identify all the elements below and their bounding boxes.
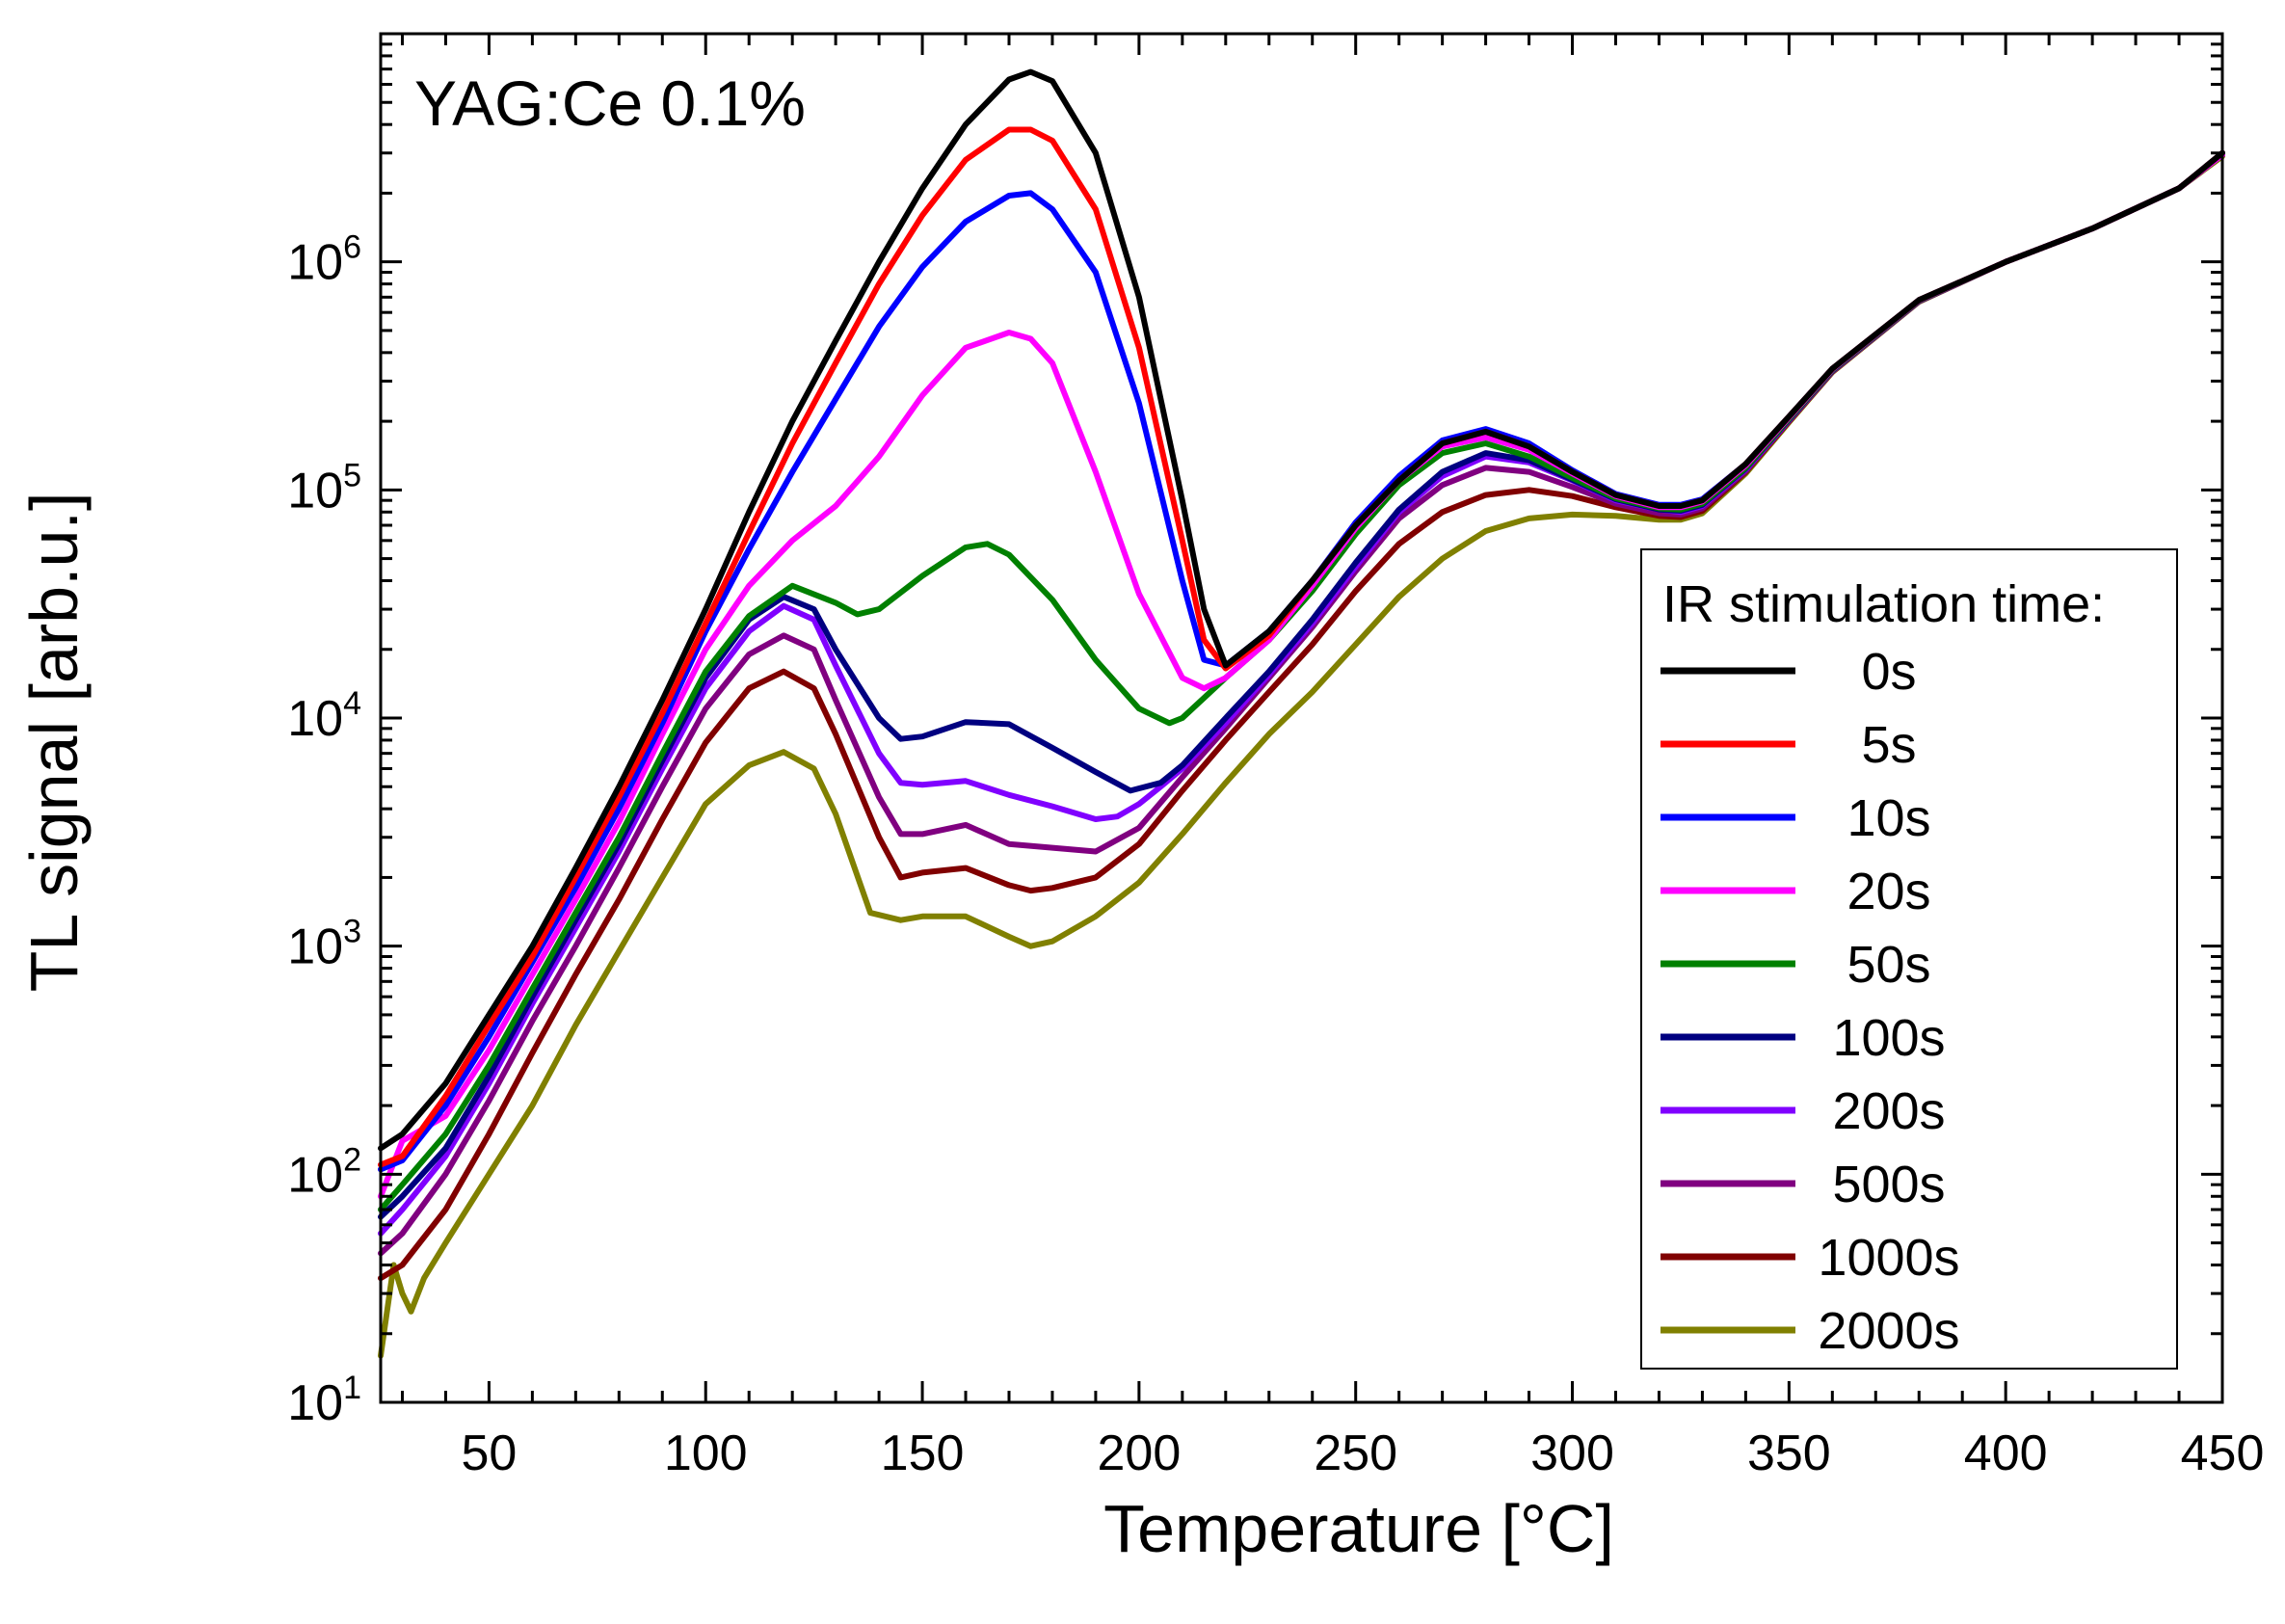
series-line-0s bbox=[378, 68, 2225, 1152]
legend-label-20s: 20s bbox=[1847, 863, 1930, 920]
axes-group: 50 100 150 200 250 300 350 400 450 101 102 103 104 10… bbox=[287, 32, 2265, 1481]
legend: IR stimulation time: 0s 5s 10s 20s 50s 100s 20… bbox=[1640, 548, 2178, 1370]
x-tick-label: 300 bbox=[1530, 1425, 1614, 1481]
y-tick-label: 105 bbox=[287, 457, 361, 519]
legend-label-0s: 0s bbox=[1861, 643, 1916, 701]
legend-label-5s: 5s bbox=[1861, 716, 1916, 774]
y-axis-label: TL signal [arb.u.] bbox=[16, 493, 92, 993]
series-group bbox=[378, 68, 2225, 1359]
x-tick-label: 400 bbox=[1964, 1425, 2048, 1481]
x-tick-label: 100 bbox=[664, 1425, 748, 1481]
legend-label-2000s: 2000s bbox=[1818, 1302, 1959, 1360]
x-tick-label: 350 bbox=[1747, 1425, 1831, 1481]
y-tick-label: 102 bbox=[287, 1141, 361, 1203]
x-tick-label: 150 bbox=[881, 1425, 965, 1481]
legend-label-10s: 10s bbox=[1847, 789, 1930, 847]
legend-label-50s: 50s bbox=[1847, 936, 1930, 994]
chart-annotation: YAG:Ce 0.1% bbox=[414, 67, 806, 139]
x-axis-label: Temperature [°C] bbox=[1103, 1491, 1614, 1566]
legend-title: IR stimulation time: bbox=[1662, 575, 2105, 633]
x-tick-label: 50 bbox=[461, 1425, 517, 1481]
y-tick-label: 106 bbox=[287, 229, 361, 291]
y-tick-label: 101 bbox=[287, 1370, 361, 1431]
legend-label-200s: 200s bbox=[1832, 1082, 1945, 1140]
legend-label-500s: 500s bbox=[1832, 1156, 1945, 1213]
legend-label-1000s: 1000s bbox=[1818, 1229, 1959, 1287]
y-tick-label: 103 bbox=[287, 914, 361, 975]
legend-box bbox=[1640, 548, 2178, 1370]
x-tick-label: 250 bbox=[1314, 1425, 1397, 1481]
y-tick-label: 104 bbox=[287, 685, 361, 747]
x-tick-label: 450 bbox=[2181, 1425, 2265, 1481]
legend-label-100s: 100s bbox=[1832, 1009, 1945, 1067]
x-tick-label: 200 bbox=[1097, 1425, 1181, 1481]
